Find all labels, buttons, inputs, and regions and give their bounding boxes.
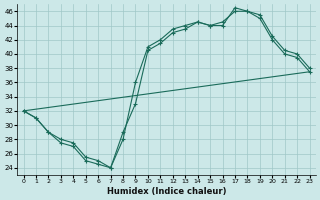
X-axis label: Humidex (Indice chaleur): Humidex (Indice chaleur) [107,187,226,196]
